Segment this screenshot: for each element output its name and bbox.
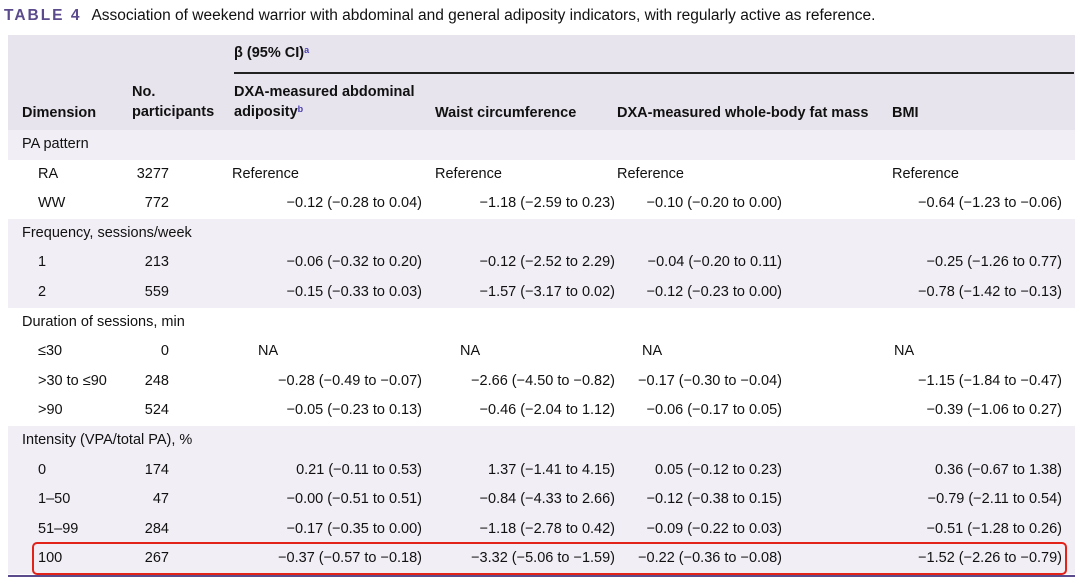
section-row: Frequency, sessions/week [8, 218, 1075, 249]
table-header: β (95% CI)a Dimension No. participants D… [8, 35, 1075, 130]
section-row: PA pattern [8, 130, 1075, 160]
abdominal-heading: DXA-measured abdominal adiposityb [234, 84, 415, 120]
table-body: PA pattern RA 3277 Reference Reference Ref… [8, 130, 1075, 574]
table-caption: TABLE 4 Association of weekend warrior wi… [4, 7, 875, 25]
beta-heading: β (95% CI)a [234, 45, 310, 61]
fatmass-heading: DXA-measured whole-body fat mass [617, 105, 869, 121]
dimension-heading: Dimension [22, 105, 97, 121]
section-row: Intensity (VPA/total PA), % [8, 425, 1075, 456]
table-row: 2 559 −0.15 (−0.33 to 0.03) −1.57 (−3.17 t… [8, 277, 1075, 308]
table-row: 1 213 −0.06 (−0.32 to 0.20) −0.12 (−2.52 t… [8, 248, 1075, 278]
section-row: Duration of sessions, min [22, 313, 185, 330]
beta-rule [234, 72, 1074, 74]
bmi-heading: BMI [892, 105, 919, 121]
table-row: 1–50 47 −0.00 (−0.51 to 0.51) −0.84 (−4.33… [8, 485, 1075, 515]
table-row-highlighted: 100 267 −0.37 (−0.57 to −0.18) −3.32 (−5.0… [8, 544, 1075, 574]
table-label: TABLE 4 [4, 7, 82, 24]
table-bottom-rule [8, 575, 1075, 577]
caption-text: Association of weekend warrior with abdo… [91, 7, 876, 24]
participants-heading: No. participants [132, 84, 215, 120]
table-row: >30 to ≤90 248 −0.28 (−0.49 to −0.07) −2.6… [38, 372, 1062, 389]
table-row: 51–99 284 −0.17 (−0.35 to 0.00) −1.18 (−2.… [8, 514, 1075, 545]
table-row: RA 3277 Reference Reference Reference Refer… [38, 165, 959, 182]
table-row: ≤30 0 NA NA NA NA [38, 343, 915, 360]
table-row: >90 524 −0.05 (−0.23 to 0.13) −0.46 (−2.04… [38, 402, 1062, 419]
table-row: WW 772 −0.12 (−0.28 to 0.04) −1.18 (−2.59 … [38, 195, 1062, 212]
waist-heading: Waist circumference [435, 105, 577, 121]
highlight-box [32, 542, 1067, 575]
table-row: 0 174 0.21 (−0.11 to 0.53) 1.37 (−1.41 to … [8, 455, 1075, 486]
